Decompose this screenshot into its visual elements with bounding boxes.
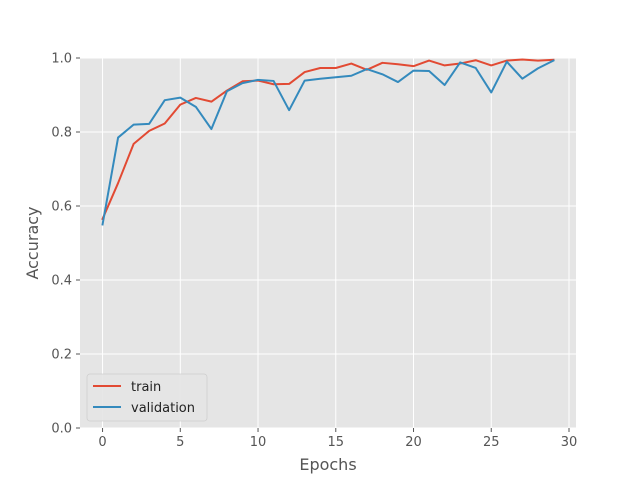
legend-label-validation: validation — [131, 401, 195, 416]
x-tick-label: 5 — [176, 435, 184, 450]
plot-area — [80, 58, 576, 428]
y-tick-label: 0.4 — [51, 274, 72, 289]
x-tick-label: 30 — [561, 435, 578, 450]
x-tick-label: 15 — [328, 435, 345, 450]
y-tick-label: 0.8 — [51, 126, 72, 141]
y-tick-label: 0.6 — [51, 200, 72, 215]
y-tick-label: 0.2 — [51, 348, 72, 363]
y-axis-title: Accuracy — [23, 206, 42, 279]
x-axis-title: Epochs — [299, 455, 356, 474]
x-tick-label: 25 — [483, 435, 500, 450]
y-tick-label: 1.0 — [51, 52, 72, 67]
legend-label-train: train — [131, 380, 161, 395]
x-tick-label: 0 — [98, 435, 106, 450]
y-axis-ticks: 0.0 0.2 0.4 0.6 0.8 1.0 — [51, 52, 80, 437]
x-tick-label: 20 — [405, 435, 422, 450]
legend: train validation — [87, 374, 207, 421]
x-tick-label: 10 — [250, 435, 267, 450]
y-tick-label: 0.0 — [51, 422, 72, 437]
x-axis-ticks: 0 5 10 15 20 25 30 — [98, 428, 577, 450]
